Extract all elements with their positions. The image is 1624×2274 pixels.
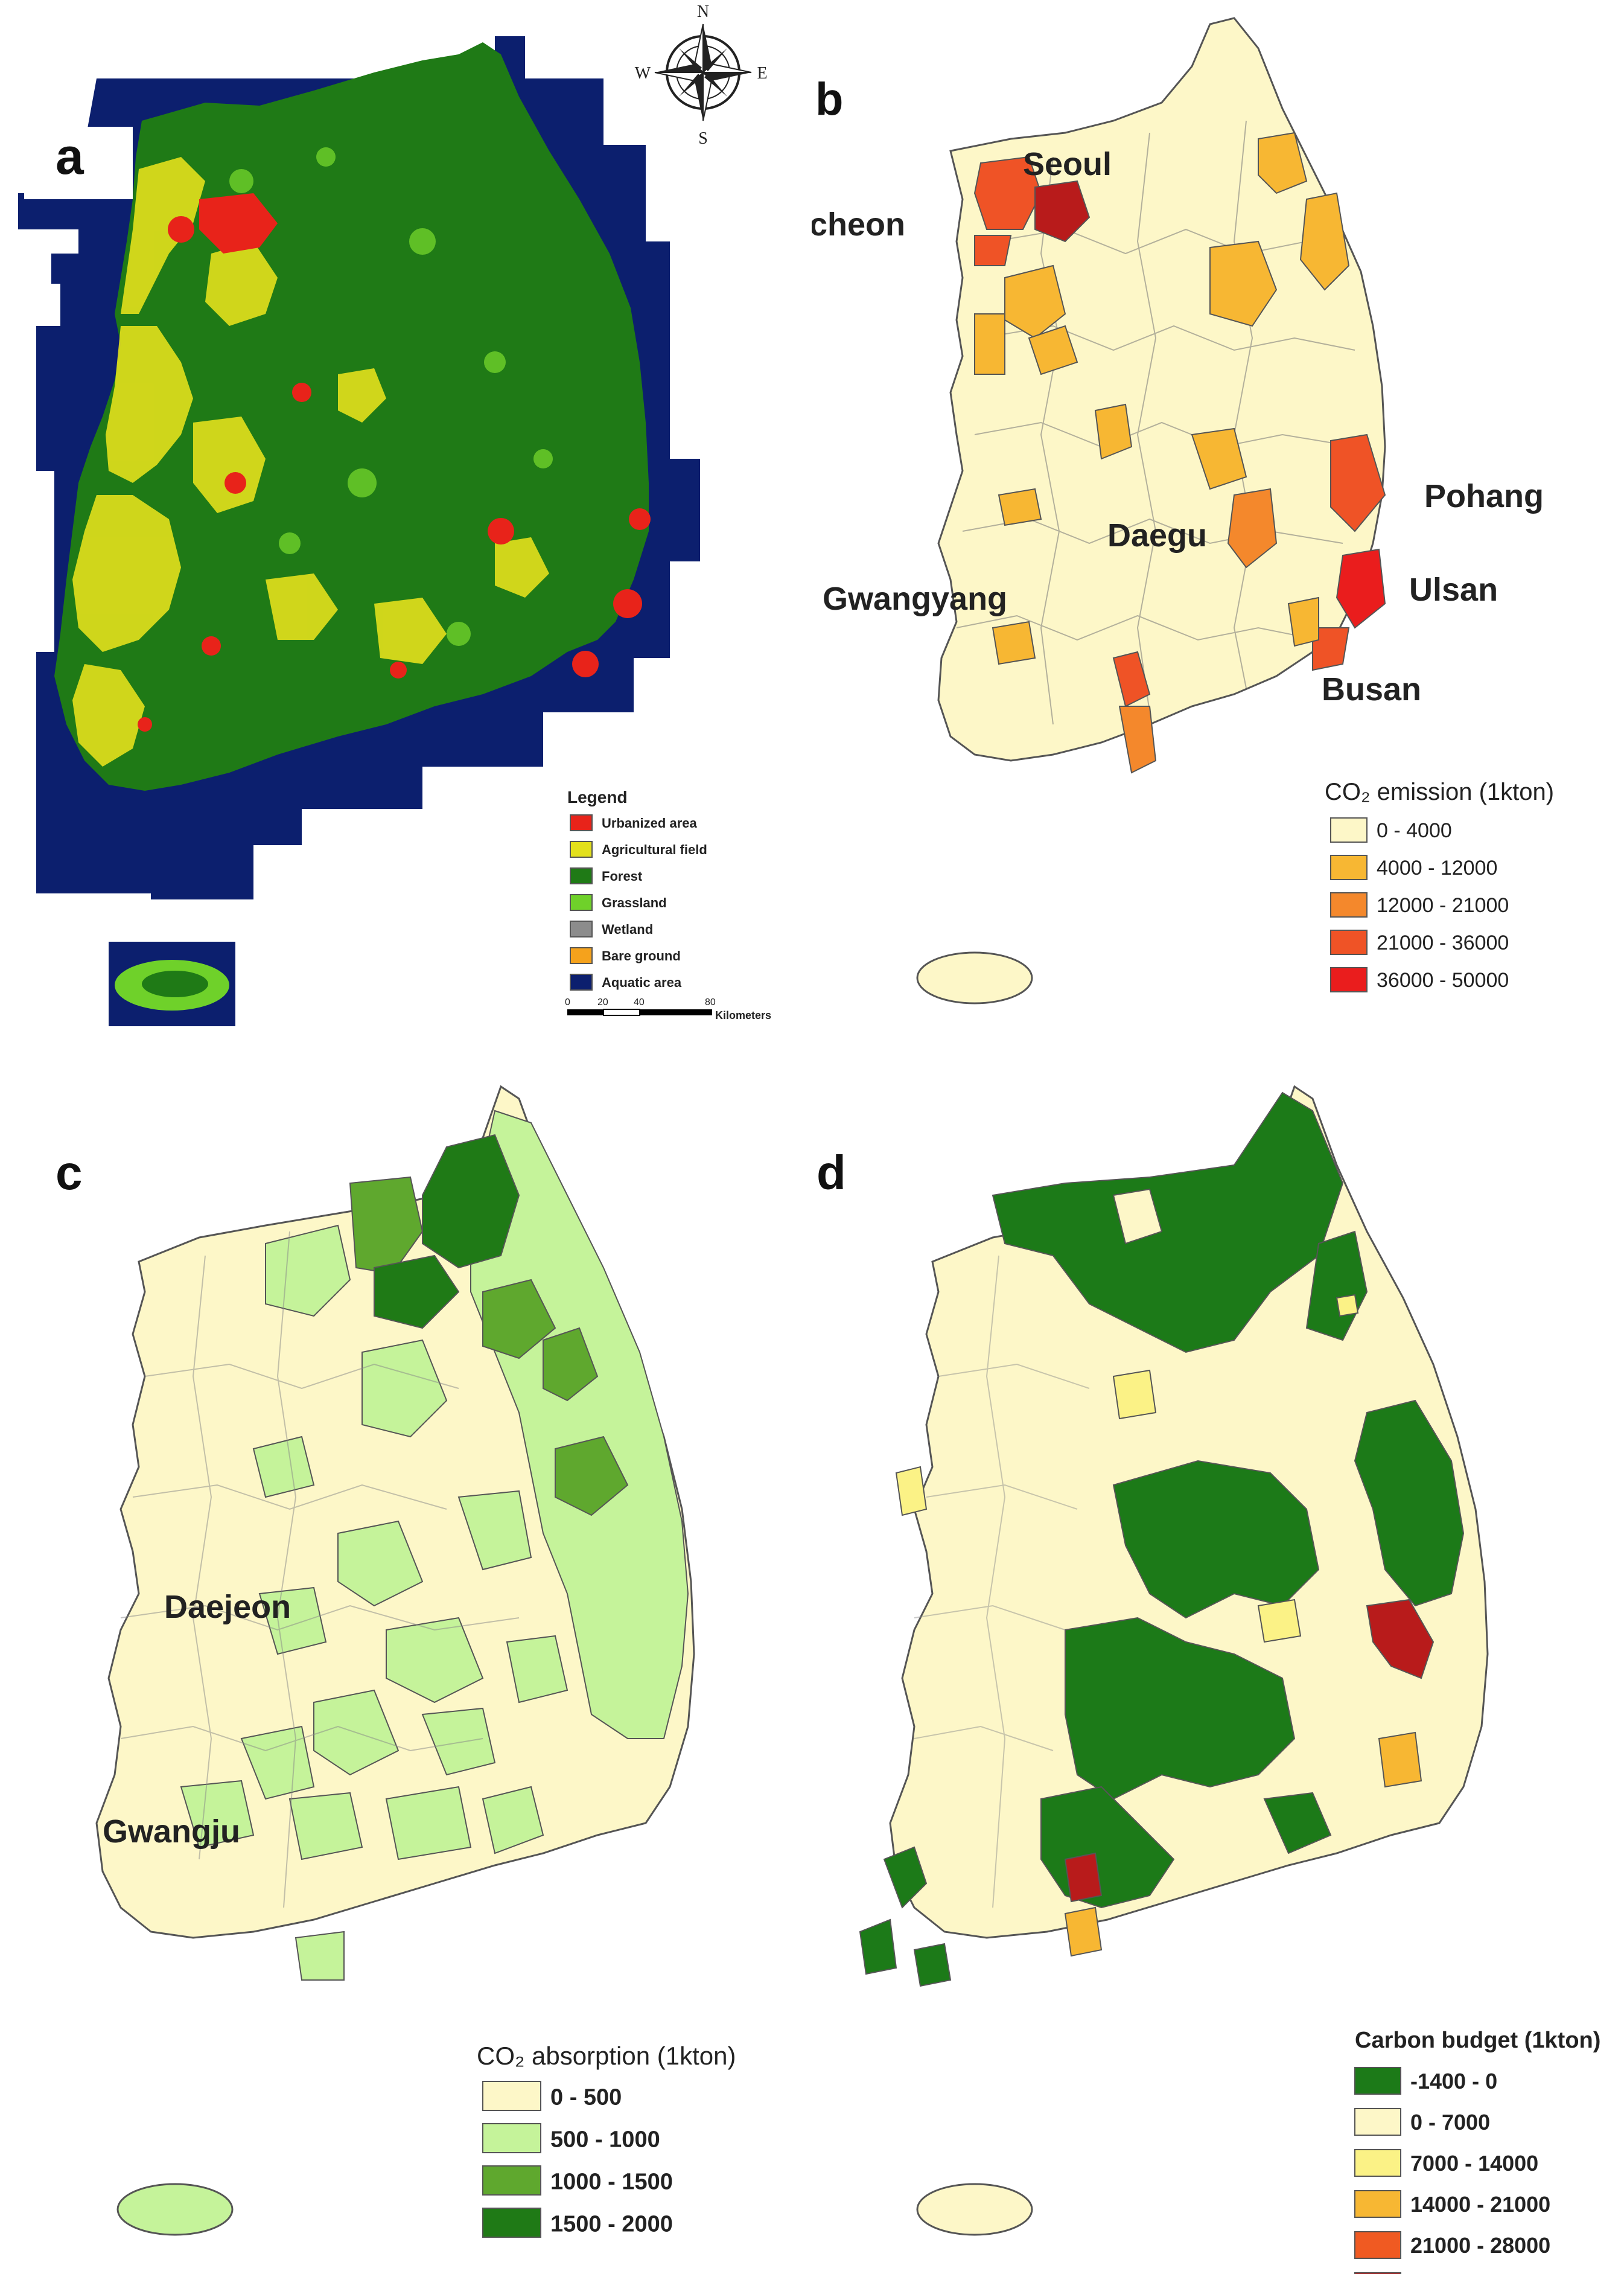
legend-swatch xyxy=(482,2208,541,2238)
legend-label: 14000 - 21000 xyxy=(1410,2192,1550,2217)
panel-a: a N S E W Legend Urbanized area Agricult xyxy=(0,0,812,1038)
legend-swatch xyxy=(1354,2272,1401,2274)
panel-a-label-box xyxy=(24,127,133,199)
legend-label: Bare ground xyxy=(602,948,681,963)
legend-label: Urbanized area xyxy=(602,816,697,831)
scale-tick-80: 80 xyxy=(705,997,716,1008)
legend-label: 1000 - 1500 xyxy=(550,2169,673,2194)
agricultural-field xyxy=(72,157,549,767)
scale-unit: Kilometers xyxy=(715,1009,771,1021)
legend-swatch xyxy=(570,867,593,884)
legend-land-cover: Legend Urbanized area Agricultural field F… xyxy=(565,788,771,1021)
legend-swatch xyxy=(482,2081,541,2111)
legend-swatch xyxy=(1330,967,1368,992)
legend-label: 4000 - 12000 xyxy=(1377,857,1497,880)
legend-swatch xyxy=(482,2165,541,2196)
legend-label: 7000 - 14000 xyxy=(1410,2151,1538,2176)
panel-c: c Daejeon Gwangju CO₂ absorption (1kton)… xyxy=(0,1075,812,2274)
svg-text:S: S xyxy=(698,129,708,148)
legend-swatch xyxy=(1354,2108,1401,2136)
legend-title: CO₂ emission (1kton) xyxy=(1325,779,1554,805)
legend-label: 500 - 1000 xyxy=(550,2127,660,2152)
legend-swatch xyxy=(570,974,593,991)
panel-d-label: d xyxy=(817,1146,846,1199)
city-label-pohang: Pohang xyxy=(1424,478,1544,514)
svg-text:N: N xyxy=(697,2,709,21)
legend-swatch xyxy=(570,841,593,858)
legend-label: 0 - 7000 xyxy=(1410,2110,1490,2135)
city-label-incheon: Incheon xyxy=(812,206,905,243)
jeju-island xyxy=(916,2183,1033,2236)
jeju-island xyxy=(116,2183,234,2236)
legend-label: -1400 - 0 xyxy=(1410,2069,1497,2094)
carbon-budget-map: d Carbon budget (1kton) -1400 - 0 0 - 700… xyxy=(817,1085,1600,2274)
legend-label: Wetland xyxy=(602,922,653,937)
compass-rose-icon: N S E W xyxy=(635,2,768,148)
svg-text:W: W xyxy=(635,64,651,83)
city-label-seoul: Seoul xyxy=(1023,146,1112,182)
legend-swatch xyxy=(1354,2067,1401,2095)
legend-label: Agricultural field xyxy=(602,842,707,857)
city-label-busan: Busan xyxy=(1322,671,1421,707)
legend-swatch xyxy=(482,2123,541,2153)
legend-label: 12000 - 21000 xyxy=(1377,894,1509,917)
legend-swatch xyxy=(570,894,593,911)
city-label-ulsan: Ulsan xyxy=(1409,572,1498,608)
legend-swatch xyxy=(1330,817,1368,843)
legend-label: 36000 - 50000 xyxy=(1377,969,1509,992)
grassland xyxy=(229,147,553,646)
legend-label: 1500 - 2000 xyxy=(550,2211,673,2237)
panel-d: d Carbon budget (1kton) -1400 - 0 0 - 700… xyxy=(812,1075,1624,2274)
legend-co2-emission: CO₂ emission (1kton) 0 - 4000 4000 - 1200… xyxy=(1325,779,1554,992)
legend-label: 21000 - 28000 xyxy=(1410,2233,1550,2258)
legend-title: Legend xyxy=(567,788,628,806)
legend-label: 0 - 500 xyxy=(550,2084,622,2110)
panel-a-label: a xyxy=(56,128,84,185)
scale-tick-40: 40 xyxy=(634,997,645,1008)
city-label-daegu: Daegu xyxy=(1107,517,1207,554)
legend-label: Grassland xyxy=(602,895,667,910)
legend-carbon-budget: Carbon budget (1kton) -1400 - 0 0 - 7000 7… xyxy=(1354,2028,1600,2274)
scale-tick-20: 20 xyxy=(597,997,608,1008)
legend-swatch xyxy=(1330,892,1368,918)
district-boundaries xyxy=(120,1231,520,1908)
urbanized-area xyxy=(138,193,651,732)
legend-swatch xyxy=(1354,2190,1401,2218)
panel-b-label: b xyxy=(815,74,843,125)
legend-swatch xyxy=(1330,930,1368,955)
legend-label: Aquatic area xyxy=(602,975,682,990)
co2-absorption-map: c Daejeon Gwangju CO₂ absorption (1kton)… xyxy=(56,1085,736,2238)
jeju-island-core xyxy=(142,971,208,997)
legend-swatch xyxy=(1354,2231,1401,2259)
legend-swatch xyxy=(570,947,593,964)
legend-co2-absorption: CO₂ absorption (1kton) 0 - 500 500 - 1000… xyxy=(477,2042,736,2238)
city-label-daejeon: Daejeon xyxy=(164,1589,291,1625)
scale-bar: 0 20 40 80 Kilometers xyxy=(565,997,771,1021)
legend-swatch xyxy=(1354,2149,1401,2177)
legend-label: 0 - 4000 xyxy=(1377,819,1452,842)
scale-tick-0: 0 xyxy=(565,997,570,1008)
emission-districts xyxy=(973,132,1386,774)
legend-swatch xyxy=(1330,855,1368,880)
city-label-gwangju: Gwangju xyxy=(103,1813,240,1850)
legend-title: CO₂ absorption (1kton) xyxy=(477,2042,736,2070)
district-boundaries xyxy=(914,1255,1090,1908)
legend-label: Forest xyxy=(602,869,643,884)
absorption-districts xyxy=(180,1110,689,1981)
panel-c-label: c xyxy=(56,1146,83,1199)
co2-emission-map: b Seoul Incheon Pohang Daegu Ulsan Gwang… xyxy=(812,17,1554,1004)
panel-b: b Seoul Incheon Pohang Daegu Ulsan Gwang… xyxy=(812,0,1624,1038)
legend-title: Carbon budget (1kton) xyxy=(1355,2028,1600,2053)
legend-label: 21000 - 36000 xyxy=(1377,931,1509,954)
svg-text:E: E xyxy=(757,64,767,83)
budget-districts xyxy=(859,1091,1465,1987)
jeju-island xyxy=(916,951,1033,1004)
legend-swatch xyxy=(570,814,593,831)
legend-swatch xyxy=(570,921,593,937)
city-label-gwangyang: Gwangyang xyxy=(823,581,1007,617)
